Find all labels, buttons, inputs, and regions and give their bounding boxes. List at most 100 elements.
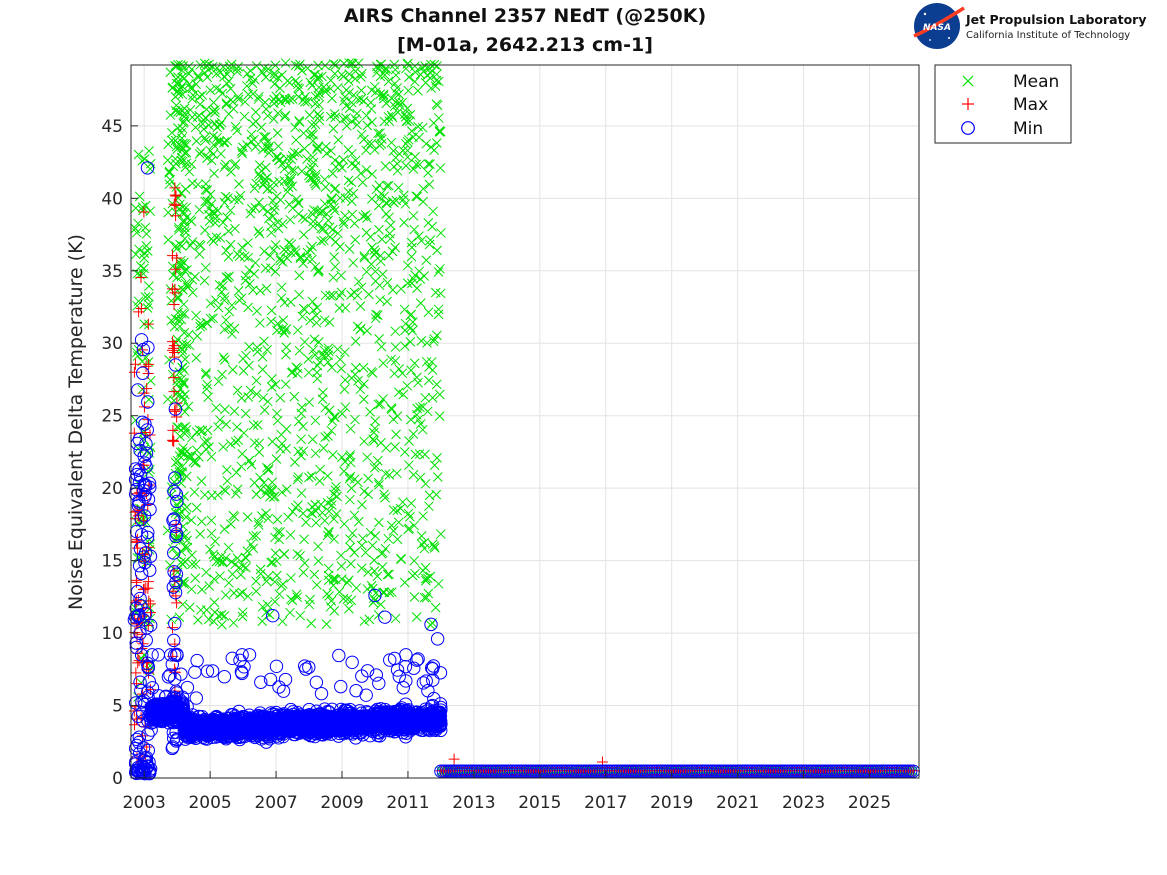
mean-point	[309, 70, 319, 80]
mean-point	[411, 191, 421, 202]
mean-point	[378, 394, 388, 404]
mean-point	[390, 97, 401, 107]
mean-point	[191, 502, 202, 513]
mean-point	[294, 116, 304, 126]
mean-point	[372, 455, 383, 466]
mean-point	[330, 237, 341, 247]
legend-marker-min	[961, 121, 975, 135]
mean-point	[180, 278, 191, 289]
mean-point	[275, 392, 286, 403]
mean-point	[318, 235, 329, 246]
mean-point	[285, 214, 296, 225]
mean-point	[361, 145, 371, 156]
min-point	[139, 459, 153, 474]
min-point	[168, 585, 183, 600]
mean-point	[398, 389, 409, 400]
mean-point	[316, 236, 326, 246]
mean-point	[263, 465, 274, 476]
mean-point	[210, 213, 221, 224]
mean-point	[233, 286, 244, 296]
min-point	[245, 713, 260, 727]
mean-point	[171, 78, 182, 89]
mean-point	[259, 132, 270, 143]
mean-point	[206, 490, 217, 501]
mean-point	[258, 144, 268, 155]
x-tick-label: 2007	[254, 793, 297, 813]
mean-point	[134, 244, 144, 255]
mean-point	[324, 405, 335, 416]
mean-point	[184, 602, 195, 613]
y-tick-label: 30	[101, 334, 123, 354]
mean-point	[429, 543, 440, 553]
mean-point	[177, 89, 188, 100]
mean-point	[299, 143, 310, 154]
mean-point	[262, 172, 273, 183]
min-point	[140, 423, 155, 437]
mean-point	[342, 577, 353, 588]
x-tick-label: 2009	[320, 793, 363, 813]
mean-point	[338, 219, 349, 229]
mean-point	[414, 231, 424, 241]
mean-point	[272, 415, 283, 426]
mean-point	[374, 280, 385, 291]
mean-point	[130, 249, 141, 260]
mean-point	[366, 194, 377, 204]
mean-point	[367, 117, 377, 127]
mean-point	[279, 176, 290, 186]
mean-point	[421, 356, 432, 367]
mean-point	[420, 392, 431, 403]
mean-point	[285, 247, 296, 258]
mean-point	[284, 199, 295, 210]
mean-point	[346, 177, 357, 188]
min-point	[378, 610, 392, 624]
min-point	[368, 588, 382, 603]
mean-point	[327, 450, 338, 460]
mean-point	[435, 163, 446, 173]
mean-point	[402, 380, 413, 391]
min-point	[167, 546, 181, 560]
mean-point	[359, 436, 370, 447]
mean-point	[313, 541, 323, 552]
min-point	[170, 494, 184, 509]
mean-point	[254, 438, 265, 449]
mean-point	[195, 529, 205, 539]
min-point	[277, 707, 291, 721]
mean-point	[201, 444, 211, 455]
mean-point	[323, 570, 334, 581]
mean-point	[279, 549, 290, 560]
mean-point	[411, 372, 422, 383]
mean-point	[417, 402, 428, 412]
mean-point	[323, 563, 334, 574]
mean-point	[219, 197, 230, 208]
mean-point	[326, 195, 337, 205]
mean-point	[216, 551, 227, 562]
mean-point	[200, 112, 211, 123]
y-tick-label: 20	[101, 479, 123, 499]
mean-point	[308, 157, 319, 168]
mean-point	[245, 208, 256, 219]
mean-point	[302, 96, 313, 107]
mean-point	[403, 134, 414, 145]
min-point	[351, 716, 365, 731]
min-point	[132, 432, 146, 447]
min-point	[295, 724, 309, 738]
mean-point	[270, 548, 281, 559]
mean-point	[134, 191, 145, 202]
mean-point	[384, 212, 394, 223]
mean-point	[297, 166, 307, 177]
mean-point	[274, 94, 284, 105]
legend-marker-mean	[962, 75, 974, 87]
mean-point	[400, 318, 411, 329]
min-point	[263, 672, 278, 687]
mean-point	[187, 559, 198, 570]
mean-point	[309, 176, 319, 187]
mean-point	[350, 66, 361, 77]
mean-point	[199, 68, 210, 78]
mean-point	[356, 540, 367, 551]
mean-point	[375, 399, 386, 409]
mean-point	[380, 161, 391, 172]
mean-point	[218, 217, 228, 228]
mean-point	[233, 92, 244, 102]
mean-point	[395, 100, 405, 111]
mean-point	[272, 526, 283, 537]
